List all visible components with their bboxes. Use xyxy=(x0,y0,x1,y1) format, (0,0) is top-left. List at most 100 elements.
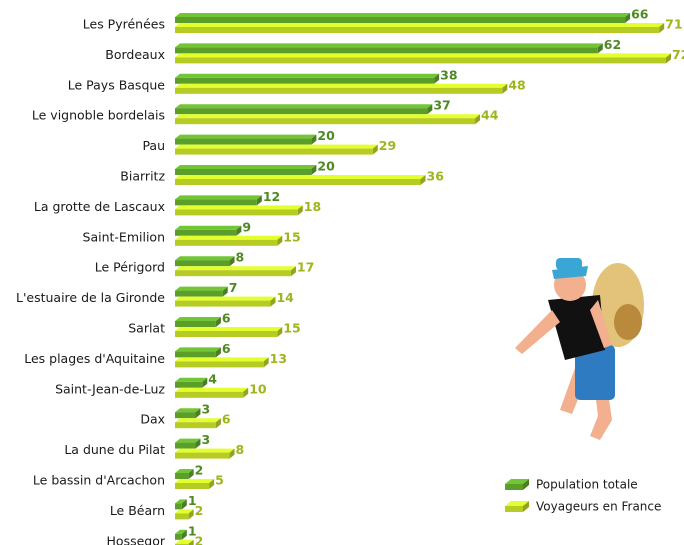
value-label: 10 xyxy=(249,381,267,396)
bar-top xyxy=(175,499,187,504)
value-label: 6 xyxy=(222,412,231,427)
category-label: La grotte de Lascaux xyxy=(34,199,165,214)
bar xyxy=(175,321,216,327)
category-label: Le vignoble bordelais xyxy=(32,108,165,123)
bar-top xyxy=(175,296,276,301)
value-label: 12 xyxy=(263,189,280,204)
value-label: 17 xyxy=(297,260,314,275)
bar xyxy=(175,270,291,277)
category-label: Biarritz xyxy=(120,169,165,184)
bar xyxy=(175,87,503,94)
bar-top xyxy=(175,438,201,443)
bar xyxy=(175,473,189,479)
bar-top xyxy=(175,134,317,139)
bar-top xyxy=(175,286,228,291)
bar-side xyxy=(195,438,201,449)
category-label: Le bassin d'Arcachon xyxy=(33,473,165,488)
category-label: Saint-Jean-de-Luz xyxy=(55,381,165,396)
bar-side xyxy=(311,134,317,145)
value-label: 1 xyxy=(188,493,197,508)
bar-top xyxy=(175,509,194,514)
bar-side xyxy=(229,256,235,267)
bar xyxy=(175,381,203,388)
bar-side xyxy=(181,499,187,510)
bar-side xyxy=(222,286,228,297)
bar-top xyxy=(175,104,433,109)
bar-top xyxy=(175,195,262,200)
bar-side xyxy=(188,509,194,520)
bar-side xyxy=(202,377,208,388)
value-label: 48 xyxy=(508,77,525,92)
value-label: 2 xyxy=(195,533,204,545)
bar xyxy=(175,179,421,185)
bar-top xyxy=(175,539,194,544)
category-label: Hossegor xyxy=(107,533,166,545)
value-label: 66 xyxy=(631,7,649,22)
bar-side xyxy=(502,83,508,94)
value-label: 15 xyxy=(283,229,300,244)
bar xyxy=(175,199,257,206)
bar-top xyxy=(175,256,235,261)
category-label: La dune du Pilat xyxy=(64,442,165,457)
value-label: 5 xyxy=(215,473,224,488)
category-label: Bordeaux xyxy=(105,47,165,62)
bar-top xyxy=(175,418,221,423)
value-label: 4 xyxy=(208,371,217,386)
bar-top xyxy=(175,347,221,352)
value-label: 20 xyxy=(317,159,335,174)
bar xyxy=(175,209,298,216)
bar-side xyxy=(290,266,296,277)
bar-side xyxy=(188,539,194,545)
bar xyxy=(175,108,428,115)
bar-top xyxy=(175,53,671,58)
bar xyxy=(175,229,237,236)
value-label: 7 xyxy=(229,280,238,295)
value-label: 71 xyxy=(665,17,682,32)
bar-side xyxy=(229,448,235,459)
bar xyxy=(175,290,223,297)
bar-side xyxy=(475,114,481,125)
value-label: 13 xyxy=(270,351,287,366)
bar-top xyxy=(175,175,426,179)
bar-side xyxy=(243,387,249,398)
bar-top xyxy=(175,144,378,149)
bar xyxy=(175,513,189,520)
category-label: Saint-Emilion xyxy=(83,229,165,244)
value-label: 29 xyxy=(379,138,396,153)
bar-side xyxy=(270,296,276,307)
legend-label: Voyageurs en France xyxy=(536,500,661,514)
category-label: L'estuaire de la Gironde xyxy=(16,290,165,305)
bar-side xyxy=(372,144,378,155)
bar-side xyxy=(277,327,283,337)
legend-swatch-side xyxy=(523,501,529,512)
bar xyxy=(175,361,264,368)
category-label: Pau xyxy=(142,138,165,153)
value-label: 20 xyxy=(317,128,335,143)
value-label: 18 xyxy=(304,199,321,214)
bar-side xyxy=(236,225,242,236)
bar-side xyxy=(263,357,269,368)
bar-top xyxy=(175,73,440,78)
value-label: 38 xyxy=(440,67,457,82)
bar xyxy=(175,300,271,307)
category-label: Le Périgord xyxy=(95,260,165,275)
legend-swatch-top xyxy=(505,479,529,484)
value-label: 1 xyxy=(188,523,197,538)
bar xyxy=(175,442,196,449)
bar xyxy=(175,27,660,33)
value-label: 6 xyxy=(222,341,231,356)
bar xyxy=(175,17,626,23)
bar xyxy=(175,57,666,64)
bar xyxy=(175,239,278,246)
bar xyxy=(175,169,312,175)
hiker-illustration xyxy=(515,258,644,440)
bar-top xyxy=(175,479,215,483)
bar-side xyxy=(659,23,665,33)
bar-top xyxy=(175,408,201,413)
value-label: 44 xyxy=(481,108,499,123)
bar xyxy=(175,422,216,429)
bar-top xyxy=(175,387,249,392)
bar-top xyxy=(175,266,296,271)
value-label: 8 xyxy=(236,250,245,265)
